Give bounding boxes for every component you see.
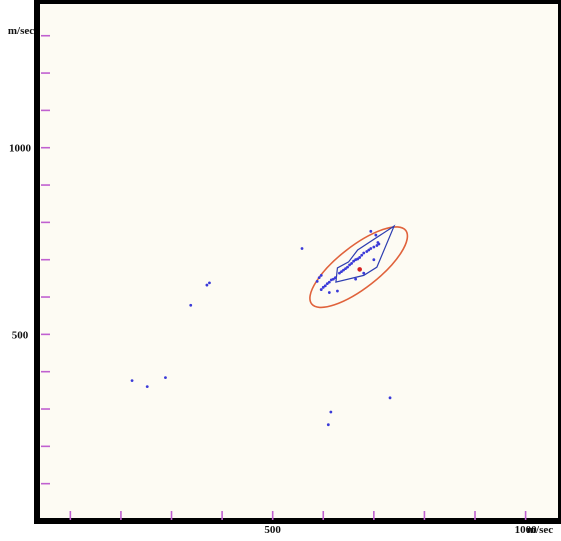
x-tick-label-1: 1000 — [515, 524, 538, 536]
data-point-39 — [208, 281, 211, 285]
data-point-10 — [362, 251, 366, 255]
data-point-43 — [145, 385, 149, 389]
data-point-47 — [388, 396, 392, 400]
y-axis-unit: m/sec — [8, 25, 34, 37]
data-point-34 — [327, 291, 331, 294]
data-point-8 — [367, 248, 371, 252]
y-tick-label-1: 1000 — [9, 143, 32, 155]
data-point-0 — [300, 247, 304, 250]
y-tick-label-0: 500 — [12, 329, 29, 341]
data-point-26 — [327, 280, 331, 284]
data-point-41 — [189, 303, 193, 307]
data-point-28 — [323, 284, 327, 288]
data-point-12 — [358, 256, 362, 259]
data-point-38 — [372, 258, 376, 262]
data-point-1 — [369, 229, 373, 233]
data-point-2 — [374, 233, 378, 237]
plot-frame — [34, 0, 561, 524]
x-axis-unit: m/sec — [527, 524, 553, 536]
data-point-30 — [319, 273, 323, 277]
data-point-11 — [360, 253, 364, 257]
data-point-44 — [164, 376, 167, 380]
data-point-32 — [315, 279, 319, 283]
data-point-37 — [362, 271, 366, 275]
data-point-4 — [377, 242, 381, 246]
x-tick-label-0: 500 — [264, 524, 281, 536]
data-point-20 — [342, 268, 345, 272]
confidence-ellipse — [309, 226, 409, 309]
data-point-14 — [354, 258, 358, 262]
data-point-31 — [317, 276, 321, 280]
data-point-40 — [205, 283, 209, 287]
data-point-16 — [350, 262, 353, 265]
data-point-5 — [375, 244, 379, 247]
data-point-33 — [319, 288, 323, 291]
data-point-29 — [321, 285, 325, 289]
data-point-42 — [130, 379, 134, 383]
data-point-6 — [372, 245, 376, 249]
ticks-layer — [41, 34, 527, 520]
plot-background — [40, 4, 561, 521]
data-point-9 — [365, 250, 369, 253]
data-point-17 — [348, 263, 351, 267]
data-point-25 — [329, 278, 333, 282]
data-point-35 — [336, 289, 339, 293]
hull-polygon — [335, 224, 396, 283]
data-point-22 — [338, 271, 341, 275]
data-point-19 — [344, 267, 347, 271]
data-point-46 — [326, 423, 330, 427]
data-point-18 — [346, 265, 349, 269]
data-point-23 — [334, 276, 337, 280]
data-point-7 — [369, 247, 373, 250]
data-point-45 — [329, 410, 333, 414]
data-point-36 — [354, 277, 358, 281]
data-point-21 — [340, 270, 343, 274]
center-point — [357, 267, 362, 272]
data-point-15 — [352, 259, 356, 263]
data-point-27 — [325, 282, 329, 285]
